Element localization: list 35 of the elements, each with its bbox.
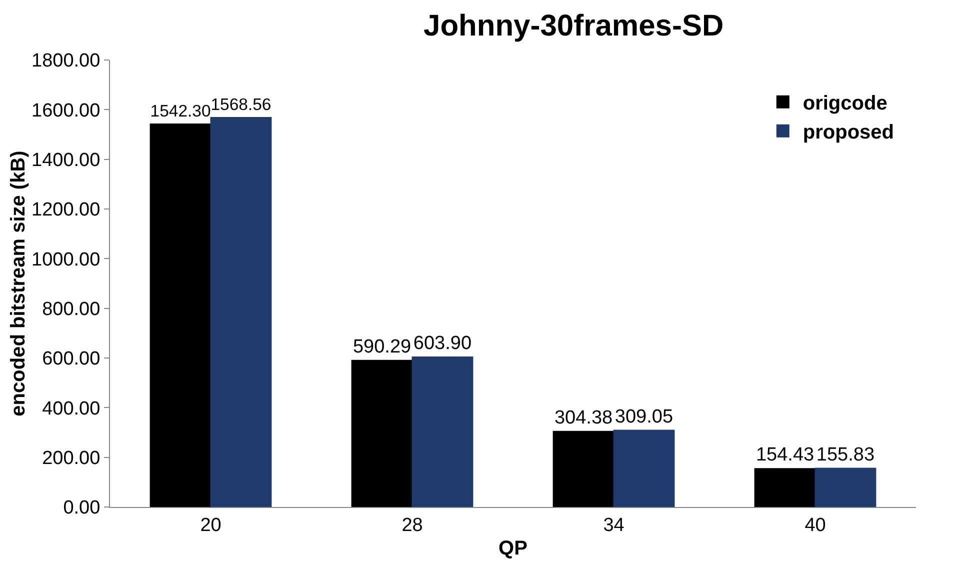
bar — [613, 430, 675, 507]
x-tick-label: 20 — [200, 514, 222, 536]
bar — [150, 124, 212, 507]
y-tick-label: 1000.00 — [32, 249, 100, 270]
data-label: 590.29 — [352, 336, 412, 358]
data-label: 304.38 — [554, 407, 613, 428]
bar — [552, 430, 614, 507]
bar — [351, 360, 413, 507]
data-label: 155.83 — [816, 444, 875, 466]
y-tick-label: 1800.00 — [32, 50, 100, 72]
bar — [754, 468, 816, 507]
y-tick-label: 200.00 — [42, 448, 100, 469]
y-axis-title: encoded bitstream size (kB) — [8, 150, 30, 416]
x-tick-label: 28 — [402, 514, 423, 536]
y-tick-label: 600.00 — [42, 348, 100, 370]
y-tick-label: 800.00 — [42, 298, 100, 320]
data-label: 1568.56 — [210, 95, 272, 114]
data-label: 603.90 — [413, 333, 472, 354]
y-tick-label: 1200.00 — [32, 200, 100, 221]
bar — [814, 468, 876, 507]
data-label: 309.05 — [614, 406, 674, 428]
chart-title: Johnny-30frames-SD — [424, 9, 724, 42]
y-tick-label: 0.00 — [63, 498, 100, 519]
y-tick-label: 400.00 — [42, 398, 100, 420]
data-label: 154.43 — [756, 444, 814, 466]
data-label: 1542.30 — [150, 102, 211, 121]
y-tick-label: 1600.00 — [32, 100, 100, 122]
y-tick-label: 1400.00 — [32, 150, 100, 171]
bar — [412, 356, 474, 507]
x-axis-title: QP — [498, 537, 528, 560]
x-tick-label: 40 — [804, 514, 826, 536]
x-tick-label: 34 — [603, 514, 625, 536]
legend-label: origcode — [802, 92, 888, 115]
bar — [210, 116, 272, 507]
legend-label: proposed — [802, 122, 894, 144]
